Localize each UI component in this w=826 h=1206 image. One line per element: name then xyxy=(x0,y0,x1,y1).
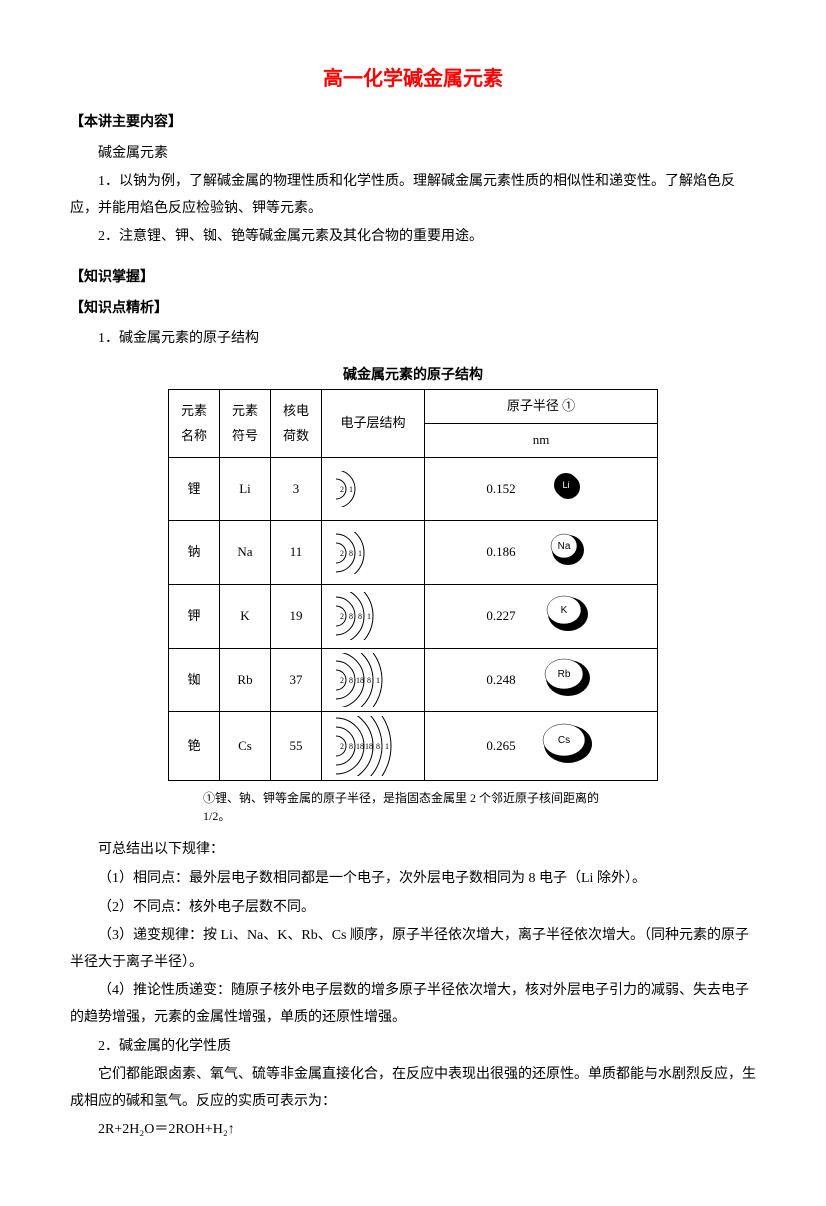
svg-text:2: 2 xyxy=(340,612,344,621)
rule-4: （4）推论性质递变：随原子核外电子层数的增多原子半径依次增大，核对外层电子引力的… xyxy=(70,978,756,1031)
svg-text:2: 2 xyxy=(340,742,344,751)
table-footnote: ①锂、钠、钾等金属的原子半径，是指固态金属里 2 个邻近原子核间距离的 1/2。 xyxy=(203,789,623,825)
table-row: 锂 Li 3 21 0.152 Li xyxy=(169,457,658,521)
cell-radius: 0.152 Li xyxy=(425,457,658,521)
cell-name: 钾 xyxy=(169,585,220,649)
th-name: 元素名称 xyxy=(169,390,220,457)
cell-radius: 0.186 Na xyxy=(425,521,658,585)
rule-3: （3）递变规律：按 Li、Na、K、Rb、Cs 顺序，原子半径依次增大，离子半径… xyxy=(70,923,756,976)
rule-1: （1）相同点：最外层电子数相同都是一个电子，次外层电子数相同为 8 电子（Li … xyxy=(70,866,756,893)
intro-line-2: 1．以钠为例，了解碱金属的物理性质和化学性质。理解碱金属元素性质的相似性和递变性… xyxy=(70,169,756,222)
svg-text:Cs: Cs xyxy=(558,735,570,746)
table-row: 钾 K 19 2881 0.227 K xyxy=(169,585,658,649)
th-radius-unit: nm xyxy=(425,424,658,458)
svg-text:8: 8 xyxy=(367,676,371,685)
cell-charge: 3 xyxy=(271,457,322,521)
svg-text:2: 2 xyxy=(340,676,344,685)
svg-text:K: K xyxy=(560,605,567,616)
cell-name: 钠 xyxy=(169,521,220,585)
table-row: 钠 Na 11 281 0.186 Na xyxy=(169,521,658,585)
svg-text:1: 1 xyxy=(358,549,362,558)
radius-value: 0.248 xyxy=(486,668,515,693)
cell-shell: 28181881 xyxy=(322,712,425,781)
th-radius: 原子半径 ① xyxy=(425,390,658,424)
cell-shell: 281 xyxy=(322,521,425,585)
cell-symbol: K xyxy=(220,585,271,649)
cell-radius: 0.265 Cs xyxy=(425,712,658,781)
cell-shell: 21 xyxy=(322,457,425,521)
cell-shell: 281881 xyxy=(322,648,425,712)
cell-radius: 0.227 K xyxy=(425,585,658,649)
atom-ball-icon: Na xyxy=(536,525,596,580)
svg-text:8: 8 xyxy=(349,742,353,751)
svg-text:8: 8 xyxy=(349,612,353,621)
atom-ball-icon: Rb xyxy=(536,653,596,708)
radius-value: 0.265 xyxy=(486,734,515,759)
rule-2: （2）不同点：核外电子层数不同。 xyxy=(70,895,756,922)
page-title: 高一化学碱金属元素 xyxy=(70,60,756,98)
svg-text:18: 18 xyxy=(356,676,364,685)
th-charge: 核电荷数 xyxy=(271,390,322,457)
cell-symbol: Rb xyxy=(220,648,271,712)
atom-ball-icon: Cs xyxy=(536,719,596,774)
svg-text:1: 1 xyxy=(376,676,380,685)
table-row: 铷 Rb 37 281881 0.248 Rb xyxy=(169,648,658,712)
cell-charge: 55 xyxy=(271,712,322,781)
svg-text:Na: Na xyxy=(557,541,570,552)
svg-text:Li: Li xyxy=(562,480,569,490)
atom-ball-icon: Li xyxy=(536,462,596,517)
svg-text:1: 1 xyxy=(367,612,371,621)
cell-charge: 37 xyxy=(271,648,322,712)
cell-shell: 2881 xyxy=(322,585,425,649)
cell-name: 锂 xyxy=(169,457,220,521)
section-points: 【知识点精析】 xyxy=(70,296,756,323)
cell-symbol: Cs xyxy=(220,712,271,781)
svg-text:18: 18 xyxy=(365,742,373,751)
svg-text:1: 1 xyxy=(349,485,353,494)
cell-charge: 19 xyxy=(271,585,322,649)
point-1: 1．碱金属元素的原子结构 xyxy=(70,326,756,353)
cell-charge: 11 xyxy=(271,521,322,585)
radius-value: 0.227 xyxy=(486,604,515,629)
atom-ball-icon: K xyxy=(536,589,596,644)
svg-text:8: 8 xyxy=(376,742,380,751)
table-title: 碱金属元素的原子结构 xyxy=(70,363,756,390)
svg-text:8: 8 xyxy=(349,549,353,558)
cell-name: 铯 xyxy=(169,712,220,781)
svg-text:2: 2 xyxy=(340,549,344,558)
atomic-structure-table: 元素名称 元素符号 核电荷数 电子层结构 原子半径 ① nm 锂 Li 3 21… xyxy=(168,389,658,781)
section-main-content: 【本讲主要内容】 xyxy=(70,110,756,137)
cell-radius: 0.248 Rb xyxy=(425,648,658,712)
chem-desc: 它们都能跟卤素、氧气、硫等非金属直接化合，在反应中表现出很强的还原性。单质都能与… xyxy=(70,1062,756,1115)
cell-symbol: Li xyxy=(220,457,271,521)
svg-text:2: 2 xyxy=(340,485,344,494)
intro-line-3: 2．注意锂、钾、铷、铯等碱金属元素及其化合物的重要用途。 xyxy=(70,224,756,251)
cell-symbol: Na xyxy=(220,521,271,585)
cell-name: 铷 xyxy=(169,648,220,712)
intro-line-1: 碱金属元素 xyxy=(70,141,756,168)
svg-text:1: 1 xyxy=(385,742,389,751)
svg-text:8: 8 xyxy=(358,612,362,621)
point-2: 2．碱金属的化学性质 xyxy=(70,1034,756,1061)
svg-text:18: 18 xyxy=(356,742,364,751)
th-shell: 电子层结构 xyxy=(322,390,425,457)
equation: 2R+2H₂O＝2ROH+H₂↑ xyxy=(70,1117,756,1144)
svg-text:8: 8 xyxy=(349,676,353,685)
table-row: 铯 Cs 55 28181881 0.265 Cs xyxy=(169,712,658,781)
summary-intro: 可总结出以下规律： xyxy=(70,837,756,864)
radius-value: 0.186 xyxy=(486,540,515,565)
th-symbol: 元素符号 xyxy=(220,390,271,457)
radius-value: 0.152 xyxy=(486,477,515,502)
svg-text:Rb: Rb xyxy=(557,669,570,680)
section-knowledge: 【知识掌握】 xyxy=(70,265,756,292)
